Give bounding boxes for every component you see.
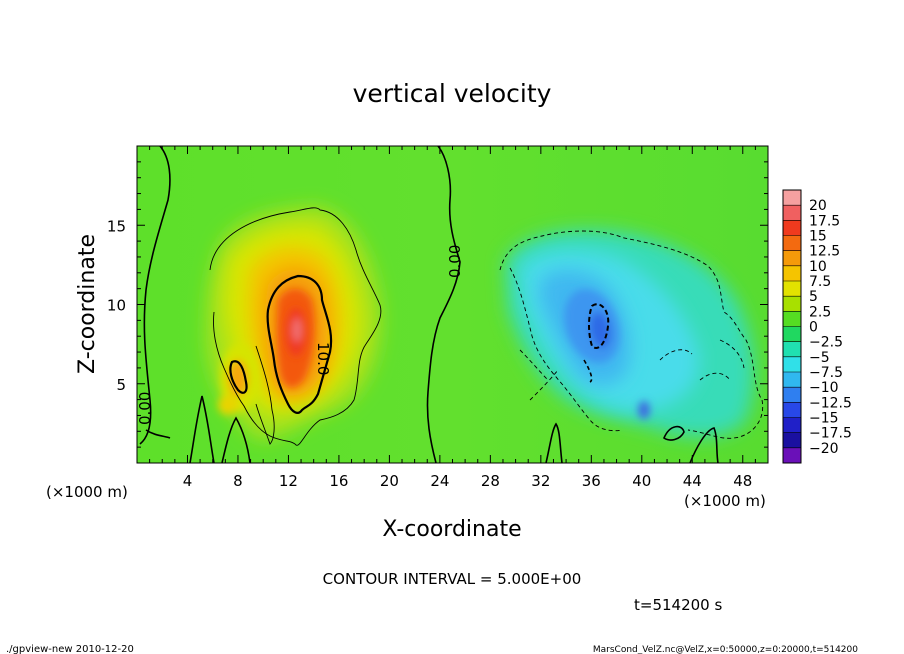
contour-label-zero-mid: 0.00 <box>446 245 464 278</box>
x-unit-left: (×1000 m) <box>46 483 128 501</box>
colorbar-swatch <box>783 447 801 464</box>
colorbar-swatch <box>783 417 801 434</box>
x-tick-label: 32 <box>531 472 550 490</box>
colorbar-label: 0 <box>809 320 818 336</box>
colorbar-label: 12.5 <box>809 244 840 260</box>
x-tick-label: 8 <box>233 472 243 490</box>
colorbar-label: 15 <box>809 229 827 245</box>
colorbar-label: −7.5 <box>809 365 843 381</box>
colorbar-swatch <box>783 281 801 297</box>
contour-label-ten: 10.0 <box>314 342 332 375</box>
heatmap-field <box>137 146 768 463</box>
x-tick-label: 28 <box>481 472 500 490</box>
y-tick-label: 10 <box>107 297 126 315</box>
colorbar-label: 10 <box>809 259 827 275</box>
colorbar-label: 5 <box>809 289 818 305</box>
colorbar-label: −2.5 <box>809 335 843 351</box>
colorbar-label: 7.5 <box>809 274 831 290</box>
colorbar: 2017.51512.5107.552.50−2.5−5−7.5−10−12.5… <box>782 189 852 464</box>
x-tick-label: 40 <box>632 472 651 490</box>
colorbar-label: −5 <box>809 350 830 366</box>
colorbar-label: 20 <box>809 198 827 214</box>
x-tick-label: 12 <box>279 472 298 490</box>
x-tick-label: 36 <box>582 472 601 490</box>
y-axis-label: Z-coordinate <box>75 234 100 374</box>
colorbar-label: −12.5 <box>809 395 852 411</box>
x-tick-label: 16 <box>329 472 348 490</box>
colorbar-label: −10 <box>809 380 839 396</box>
contour-lines <box>139 146 764 463</box>
x-tick-label: 4 <box>183 472 193 490</box>
colorbar-swatch <box>783 372 801 388</box>
time-label: t=514200 s <box>634 596 722 614</box>
x-axis-label: X-coordinate <box>382 517 521 542</box>
x-unit-right: (×1000 m) <box>684 492 766 510</box>
colorbar-swatch <box>783 235 801 252</box>
colorbar-swatch <box>783 356 801 373</box>
x-tick-label: 24 <box>430 472 449 490</box>
chart-title: vertical velocity <box>353 79 552 108</box>
colorbar-swatch <box>783 326 801 343</box>
contour-label-zero-left: 0.00 <box>136 392 154 425</box>
colorbar-swatch <box>783 341 801 358</box>
contour-interval: CONTOUR INTERVAL = 5.000E+00 <box>323 570 582 588</box>
x-tick-label: 48 <box>733 472 752 490</box>
colorbar-swatch <box>783 432 801 449</box>
colorbar-swatch <box>783 265 801 282</box>
colorbar-label: −15 <box>809 411 839 427</box>
colorbar-swatch <box>783 190 801 206</box>
colorbar-swatch <box>783 205 801 221</box>
y-tick-label: 15 <box>107 217 126 235</box>
program-label: ./gpview-new 2010-12-20 <box>6 644 134 654</box>
colorbar-swatch <box>783 402 801 418</box>
x-tick-label: 44 <box>683 472 702 490</box>
colorbar-label: 2.5 <box>809 304 831 320</box>
source-label: MarsCond_VelZ.nc@VelZ,x=0:50000,z=0:2000… <box>593 645 858 654</box>
colorbar-label: 17.5 <box>809 213 840 229</box>
colorbar-label: −17.5 <box>809 426 852 442</box>
colorbar-swatch <box>783 250 801 267</box>
colorbar-swatch <box>783 387 801 403</box>
y-tick-label: 5 <box>116 376 126 394</box>
colorbar-swatch <box>783 311 801 327</box>
colorbar-swatch <box>783 296 801 312</box>
colorbar-swatch <box>783 220 801 236</box>
x-tick-label: 20 <box>380 472 399 490</box>
colorbar-label: −20 <box>809 441 839 457</box>
